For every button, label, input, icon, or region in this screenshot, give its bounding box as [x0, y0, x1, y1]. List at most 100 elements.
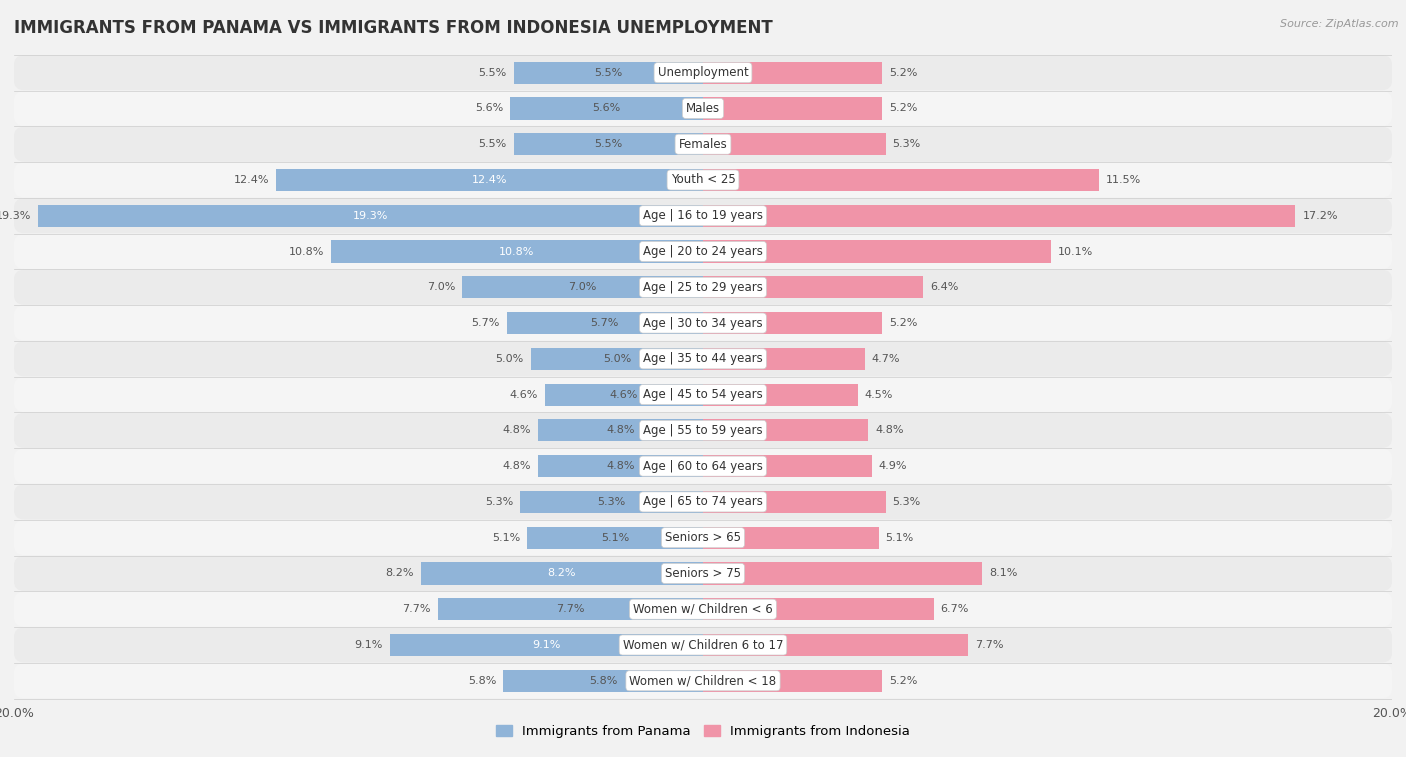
Text: 7.7%: 7.7%	[402, 604, 430, 614]
Text: 4.8%: 4.8%	[606, 461, 634, 471]
Bar	[703, 562, 981, 584]
Text: 5.3%: 5.3%	[598, 497, 626, 507]
Text: 12.4%: 12.4%	[471, 175, 508, 185]
Bar	[703, 455, 872, 477]
Bar	[506, 312, 703, 334]
Text: Age | 45 to 54 years: Age | 45 to 54 years	[643, 388, 763, 401]
Text: Women w/ Children < 18: Women w/ Children < 18	[630, 674, 776, 687]
Bar	[420, 562, 703, 584]
FancyBboxPatch shape	[14, 413, 1392, 448]
Text: 5.1%: 5.1%	[886, 533, 914, 543]
Text: 10.8%: 10.8%	[288, 247, 323, 257]
Text: Age | 35 to 44 years: Age | 35 to 44 years	[643, 352, 763, 366]
Bar	[461, 276, 703, 298]
Text: 4.5%: 4.5%	[865, 390, 893, 400]
Bar	[703, 204, 1295, 227]
Bar	[703, 98, 882, 120]
Text: 5.2%: 5.2%	[889, 676, 917, 686]
Bar	[703, 276, 924, 298]
Bar	[531, 347, 703, 370]
Text: 4.9%: 4.9%	[879, 461, 907, 471]
Text: 10.8%: 10.8%	[499, 247, 534, 257]
Bar	[703, 347, 865, 370]
Bar	[437, 598, 703, 620]
Text: Age | 25 to 29 years: Age | 25 to 29 years	[643, 281, 763, 294]
Text: 7.7%: 7.7%	[976, 640, 1004, 650]
Text: 9.1%: 9.1%	[531, 640, 561, 650]
Text: 8.2%: 8.2%	[385, 569, 413, 578]
Text: 5.2%: 5.2%	[889, 67, 917, 78]
Text: 5.7%: 5.7%	[591, 318, 619, 328]
Text: 4.6%: 4.6%	[509, 390, 537, 400]
Bar	[703, 133, 886, 155]
Bar	[330, 241, 703, 263]
FancyBboxPatch shape	[14, 234, 1392, 269]
Text: Age | 55 to 59 years: Age | 55 to 59 years	[643, 424, 763, 437]
Text: 5.5%: 5.5%	[478, 139, 506, 149]
Text: 4.6%: 4.6%	[610, 390, 638, 400]
Text: Women w/ Children 6 to 17: Women w/ Children 6 to 17	[623, 638, 783, 652]
FancyBboxPatch shape	[14, 556, 1392, 591]
Text: 5.3%: 5.3%	[485, 497, 513, 507]
Text: Women w/ Children < 6: Women w/ Children < 6	[633, 603, 773, 615]
Text: Age | 30 to 34 years: Age | 30 to 34 years	[643, 316, 763, 329]
Bar	[703, 169, 1099, 191]
FancyBboxPatch shape	[14, 198, 1392, 233]
Text: 4.7%: 4.7%	[872, 354, 900, 364]
Text: 4.8%: 4.8%	[502, 461, 531, 471]
Text: 7.0%: 7.0%	[568, 282, 596, 292]
Legend: Immigrants from Panama, Immigrants from Indonesia: Immigrants from Panama, Immigrants from …	[491, 719, 915, 743]
Text: 7.7%: 7.7%	[557, 604, 585, 614]
Text: Youth < 25: Youth < 25	[671, 173, 735, 186]
Text: Age | 16 to 19 years: Age | 16 to 19 years	[643, 209, 763, 223]
Text: 12.4%: 12.4%	[233, 175, 269, 185]
Text: 19.3%: 19.3%	[353, 210, 388, 221]
Text: 5.0%: 5.0%	[603, 354, 631, 364]
Text: 4.8%: 4.8%	[502, 425, 531, 435]
Text: 5.8%: 5.8%	[468, 676, 496, 686]
Text: 8.2%: 8.2%	[547, 569, 576, 578]
Bar	[703, 61, 882, 84]
Bar	[703, 241, 1050, 263]
Text: 5.5%: 5.5%	[595, 67, 623, 78]
Text: Females: Females	[679, 138, 727, 151]
FancyBboxPatch shape	[14, 449, 1392, 484]
FancyBboxPatch shape	[14, 592, 1392, 627]
Bar	[38, 204, 703, 227]
Bar	[703, 419, 869, 441]
FancyBboxPatch shape	[14, 269, 1392, 305]
FancyBboxPatch shape	[14, 341, 1392, 376]
Text: 5.6%: 5.6%	[475, 104, 503, 114]
Bar	[703, 598, 934, 620]
Bar	[703, 384, 858, 406]
Text: Males: Males	[686, 102, 720, 115]
Bar	[503, 670, 703, 692]
Text: 5.0%: 5.0%	[496, 354, 524, 364]
Text: 4.8%: 4.8%	[875, 425, 904, 435]
Text: 10.1%: 10.1%	[1057, 247, 1092, 257]
FancyBboxPatch shape	[14, 91, 1392, 126]
Text: 5.7%: 5.7%	[471, 318, 499, 328]
Bar	[513, 61, 703, 84]
FancyBboxPatch shape	[14, 484, 1392, 519]
Bar	[703, 670, 882, 692]
Bar	[703, 312, 882, 334]
Text: 5.5%: 5.5%	[478, 67, 506, 78]
Bar	[703, 634, 969, 656]
FancyBboxPatch shape	[14, 55, 1392, 90]
Text: 5.2%: 5.2%	[889, 318, 917, 328]
Bar	[527, 527, 703, 549]
Text: Source: ZipAtlas.com: Source: ZipAtlas.com	[1281, 19, 1399, 29]
Bar	[703, 491, 886, 513]
Text: Age | 60 to 64 years: Age | 60 to 64 years	[643, 459, 763, 472]
Bar	[544, 384, 703, 406]
Bar	[520, 491, 703, 513]
Bar	[510, 98, 703, 120]
Text: 6.7%: 6.7%	[941, 604, 969, 614]
FancyBboxPatch shape	[14, 663, 1392, 698]
Text: IMMIGRANTS FROM PANAMA VS IMMIGRANTS FROM INDONESIA UNEMPLOYMENT: IMMIGRANTS FROM PANAMA VS IMMIGRANTS FRO…	[14, 19, 773, 37]
FancyBboxPatch shape	[14, 126, 1392, 162]
Text: 5.2%: 5.2%	[889, 104, 917, 114]
Text: 6.4%: 6.4%	[931, 282, 959, 292]
Text: 5.8%: 5.8%	[589, 676, 617, 686]
